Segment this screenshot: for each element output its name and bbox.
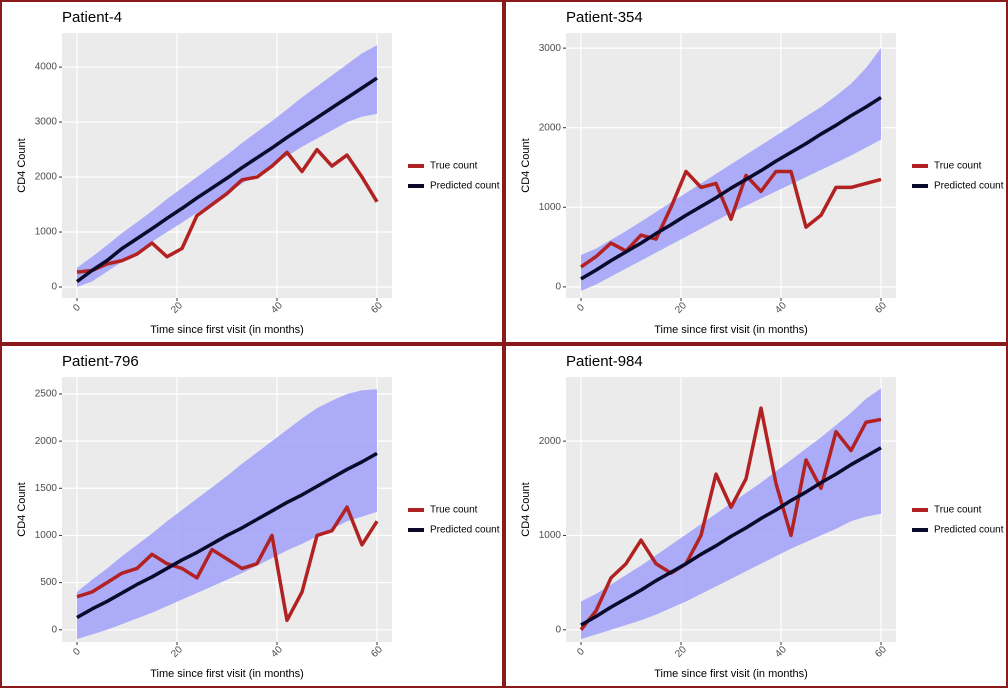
- y-tick-label: 3000: [35, 117, 58, 128]
- y-tick-label: 1000: [35, 227, 58, 238]
- x-tick-label: 60: [873, 644, 889, 660]
- legend-label: Predicted count: [934, 181, 1004, 192]
- series-line: [580, 95, 882, 281]
- confidence-band: [581, 48, 881, 291]
- y-tick-label: 2000: [539, 436, 562, 447]
- x-tick-label: 0: [71, 646, 83, 658]
- panel-border: [0, 344, 504, 688]
- series-line: [579, 406, 882, 631]
- y-tick-label: 1000: [539, 530, 562, 541]
- x-axis-label: Time since first visit (in months): [654, 324, 808, 336]
- legend-label: Predicted count: [430, 181, 500, 192]
- x-tick-label: 60: [873, 300, 889, 316]
- x-tick-label: 40: [269, 300, 285, 316]
- x-axis-label: Time since first visit (in months): [150, 324, 304, 336]
- x-axis-label: Time since first visit (in months): [150, 668, 304, 680]
- series-line: [75, 76, 378, 283]
- y-tick-label: 1500: [35, 483, 58, 494]
- panel-border: [504, 0, 1008, 344]
- x-tick-label: 40: [773, 644, 789, 660]
- series-line: [76, 451, 378, 620]
- y-tick-label: 4000: [35, 62, 58, 73]
- legend-label: Predicted count: [934, 525, 1004, 536]
- chart-title: Patient-796: [62, 353, 139, 370]
- legend-label: True count: [430, 161, 478, 172]
- x-tick-label: 0: [575, 646, 587, 658]
- legend-label: True count: [430, 505, 478, 516]
- x-tick-label: 0: [575, 302, 587, 314]
- x-tick-label: 20: [673, 644, 689, 660]
- y-tick-label: 2000: [35, 436, 58, 447]
- legend-label: True count: [934, 161, 982, 172]
- y-tick-label: 1000: [539, 202, 562, 213]
- panel-border: [504, 344, 1008, 688]
- y-axis-label: CD4 Count: [16, 138, 28, 192]
- x-tick-label: 0: [71, 302, 83, 314]
- y-tick-label: 3000: [539, 43, 562, 54]
- x-tick-label: 60: [369, 644, 385, 660]
- x-tick-label: 20: [673, 300, 689, 316]
- x-tick-label: 40: [773, 300, 789, 316]
- series-line: [76, 505, 379, 623]
- confidence-band: [581, 388, 881, 640]
- confidence-band: [77, 45, 377, 288]
- y-tick-label: 0: [555, 624, 561, 635]
- x-tick-label: 20: [169, 300, 185, 316]
- chart-title: Patient-4: [62, 9, 122, 26]
- series-line: [580, 446, 882, 627]
- series-line: [580, 169, 882, 269]
- y-tick-label: 2000: [35, 172, 58, 183]
- series-line: [76, 147, 379, 274]
- x-tick-label: 20: [169, 644, 185, 660]
- y-axis-label: CD4 Count: [520, 138, 532, 192]
- y-axis-label: CD4 Count: [520, 482, 532, 536]
- y-tick-label: 0: [51, 282, 57, 293]
- y-tick-label: 1000: [35, 530, 58, 541]
- x-tick-label: 40: [269, 644, 285, 660]
- y-axis-label: CD4 Count: [16, 482, 28, 536]
- y-tick-label: 2000: [539, 122, 562, 133]
- panel-border: [0, 0, 504, 344]
- y-tick-label: 500: [40, 577, 57, 588]
- y-tick-label: 0: [555, 281, 561, 292]
- y-tick-label: 2500: [35, 389, 58, 400]
- legend-label: Predicted count: [430, 525, 500, 536]
- x-axis-label: Time since first visit (in months): [654, 668, 808, 680]
- x-tick-label: 60: [369, 300, 385, 316]
- legend-label: True count: [934, 505, 982, 516]
- chart-title: Patient-984: [566, 353, 643, 370]
- chart-title: Patient-354: [566, 9, 643, 26]
- y-tick-label: 0: [51, 624, 57, 635]
